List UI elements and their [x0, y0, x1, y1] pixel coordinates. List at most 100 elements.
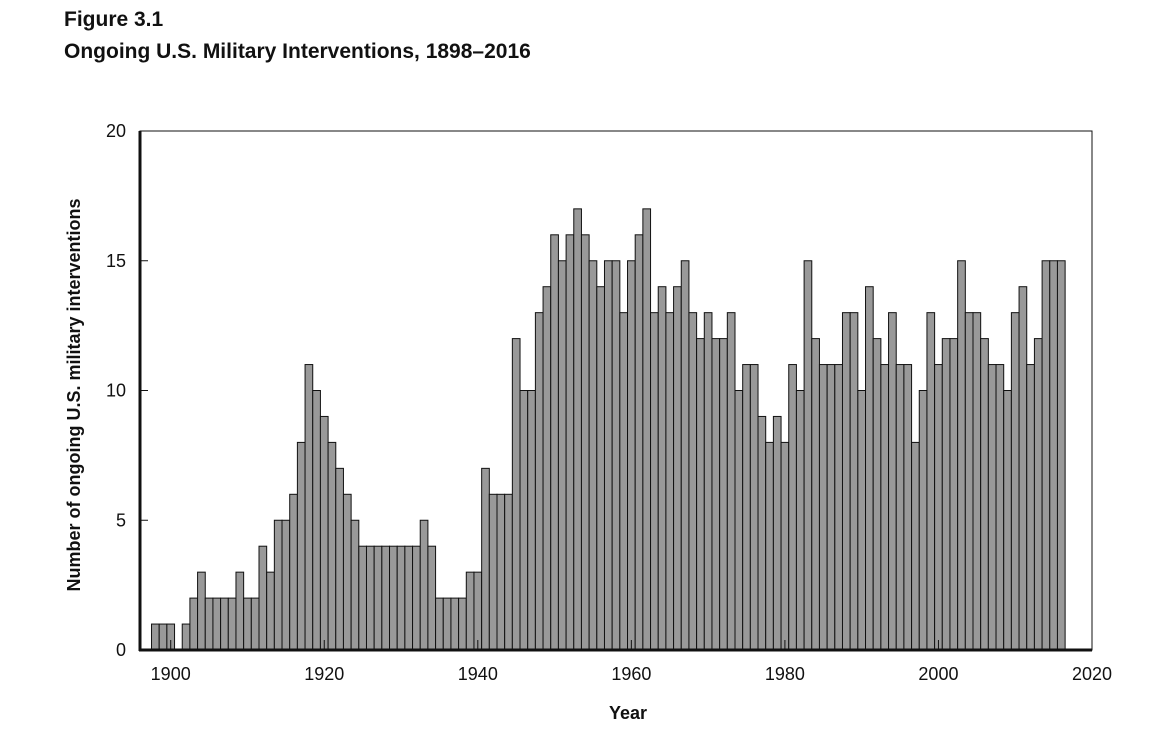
bar-1943: [496, 493, 506, 651]
bar-1950: [550, 234, 559, 651]
bar-1965: [665, 312, 675, 651]
bar-1969: [696, 338, 705, 651]
bar-1926: [365, 545, 375, 651]
bar-1955: [588, 260, 598, 651]
bar-2014: [1041, 260, 1051, 651]
bar-1968: [688, 312, 698, 651]
x-tick-label-1900: 1900: [151, 664, 191, 684]
bar-1910: [243, 597, 252, 651]
bar-1979: [772, 415, 782, 651]
bar-1930: [396, 545, 406, 651]
bar-1966: [673, 286, 682, 651]
bar-1963: [650, 312, 659, 651]
bar-2002: [949, 338, 959, 651]
bar-1959: [619, 312, 629, 651]
bar-1995: [895, 364, 905, 651]
bar-1911: [250, 597, 260, 651]
bar-1925: [358, 545, 367, 651]
bar-1980: [780, 441, 790, 651]
bar-1922: [335, 467, 344, 651]
bar-1954: [580, 234, 590, 651]
bar-1945: [511, 338, 521, 651]
bar-1994: [888, 312, 897, 651]
y-tick-label-0: 0: [116, 640, 126, 660]
bar-1915: [281, 519, 291, 651]
bar-1996: [903, 364, 913, 651]
bar-2001: [941, 338, 951, 651]
bar-1958: [611, 260, 621, 651]
bar-1916: [289, 493, 298, 651]
bar-1944: [504, 493, 513, 651]
bar-1904: [197, 571, 206, 651]
bar-1983: [803, 260, 813, 651]
bar-1919: [312, 390, 321, 651]
bar-1942: [488, 493, 498, 651]
x-tick-label-1960: 1960: [611, 664, 651, 684]
bar-1903: [189, 597, 199, 651]
bar-1975: [742, 364, 751, 651]
y-tick-label-5: 5: [116, 510, 126, 530]
bar-1933: [419, 519, 429, 651]
x-ticks-group: 1900 1920 1940 1960 1980 2000 2020: [151, 640, 1112, 684]
bar-1952: [565, 234, 575, 651]
x-tick-label-2020: 2020: [1072, 664, 1112, 684]
bar-2010: [1010, 312, 1020, 651]
y-ticks-group: 0 5 10 15 20: [106, 121, 148, 660]
bar-1988: [841, 312, 851, 651]
bar-1909: [235, 571, 245, 651]
bar-1973: [726, 312, 736, 651]
bar-1977: [757, 415, 767, 651]
bar-1914: [273, 519, 283, 651]
bar-1898: [151, 623, 160, 651]
bar-2006: [980, 338, 989, 651]
x-axis-title: Year: [609, 703, 647, 723]
bar-2000: [934, 364, 943, 651]
bar-2008: [995, 364, 1005, 651]
y-axis-title: Number of ongoing U.S. military interven…: [64, 198, 84, 591]
bar-1921: [327, 441, 337, 651]
bar-2015: [1049, 260, 1058, 651]
bar-1931: [404, 545, 414, 651]
bar-1941: [481, 467, 490, 651]
bar-1946: [519, 390, 529, 651]
bar-1939: [465, 571, 475, 651]
bar-1970: [703, 312, 713, 651]
bar-1932: [412, 545, 421, 651]
bar-1905: [204, 597, 214, 651]
bars-group: [151, 208, 1066, 651]
bar-2009: [1003, 390, 1012, 651]
bar-2012: [1026, 364, 1035, 651]
y-tick-label-10: 10: [106, 381, 126, 401]
bar-1917: [296, 441, 306, 651]
bar-1937: [450, 597, 460, 651]
bar-1987: [834, 364, 843, 651]
bar-1998: [918, 390, 928, 651]
bar-1924: [350, 519, 360, 651]
bar-1947: [527, 390, 536, 651]
bar-1906: [212, 597, 222, 651]
x-tick-label-1940: 1940: [458, 664, 498, 684]
bar-1934: [427, 545, 437, 651]
bar-1949: [542, 286, 552, 651]
bar-2003: [957, 260, 966, 651]
bar-1986: [826, 364, 836, 651]
bar-1923: [342, 493, 352, 651]
x-tick-label-1980: 1980: [765, 664, 805, 684]
bar-1961: [634, 234, 644, 651]
bar-1981: [788, 364, 797, 651]
bar-1929: [389, 545, 398, 651]
bar-1990: [857, 390, 867, 651]
bar-1948: [534, 312, 544, 651]
bar-2007: [987, 364, 997, 651]
x-tick-label-2000: 2000: [918, 664, 958, 684]
bar-1913: [266, 571, 275, 651]
bar-1999: [926, 312, 936, 651]
figure-label: Figure 3.1: [64, 8, 164, 31]
y-tick-label-15: 15: [106, 251, 126, 271]
bar-1935: [435, 597, 444, 651]
bar-1938: [458, 597, 467, 651]
bar-1997: [911, 441, 920, 651]
bar-1956: [596, 286, 605, 651]
bar-2004: [964, 312, 974, 651]
